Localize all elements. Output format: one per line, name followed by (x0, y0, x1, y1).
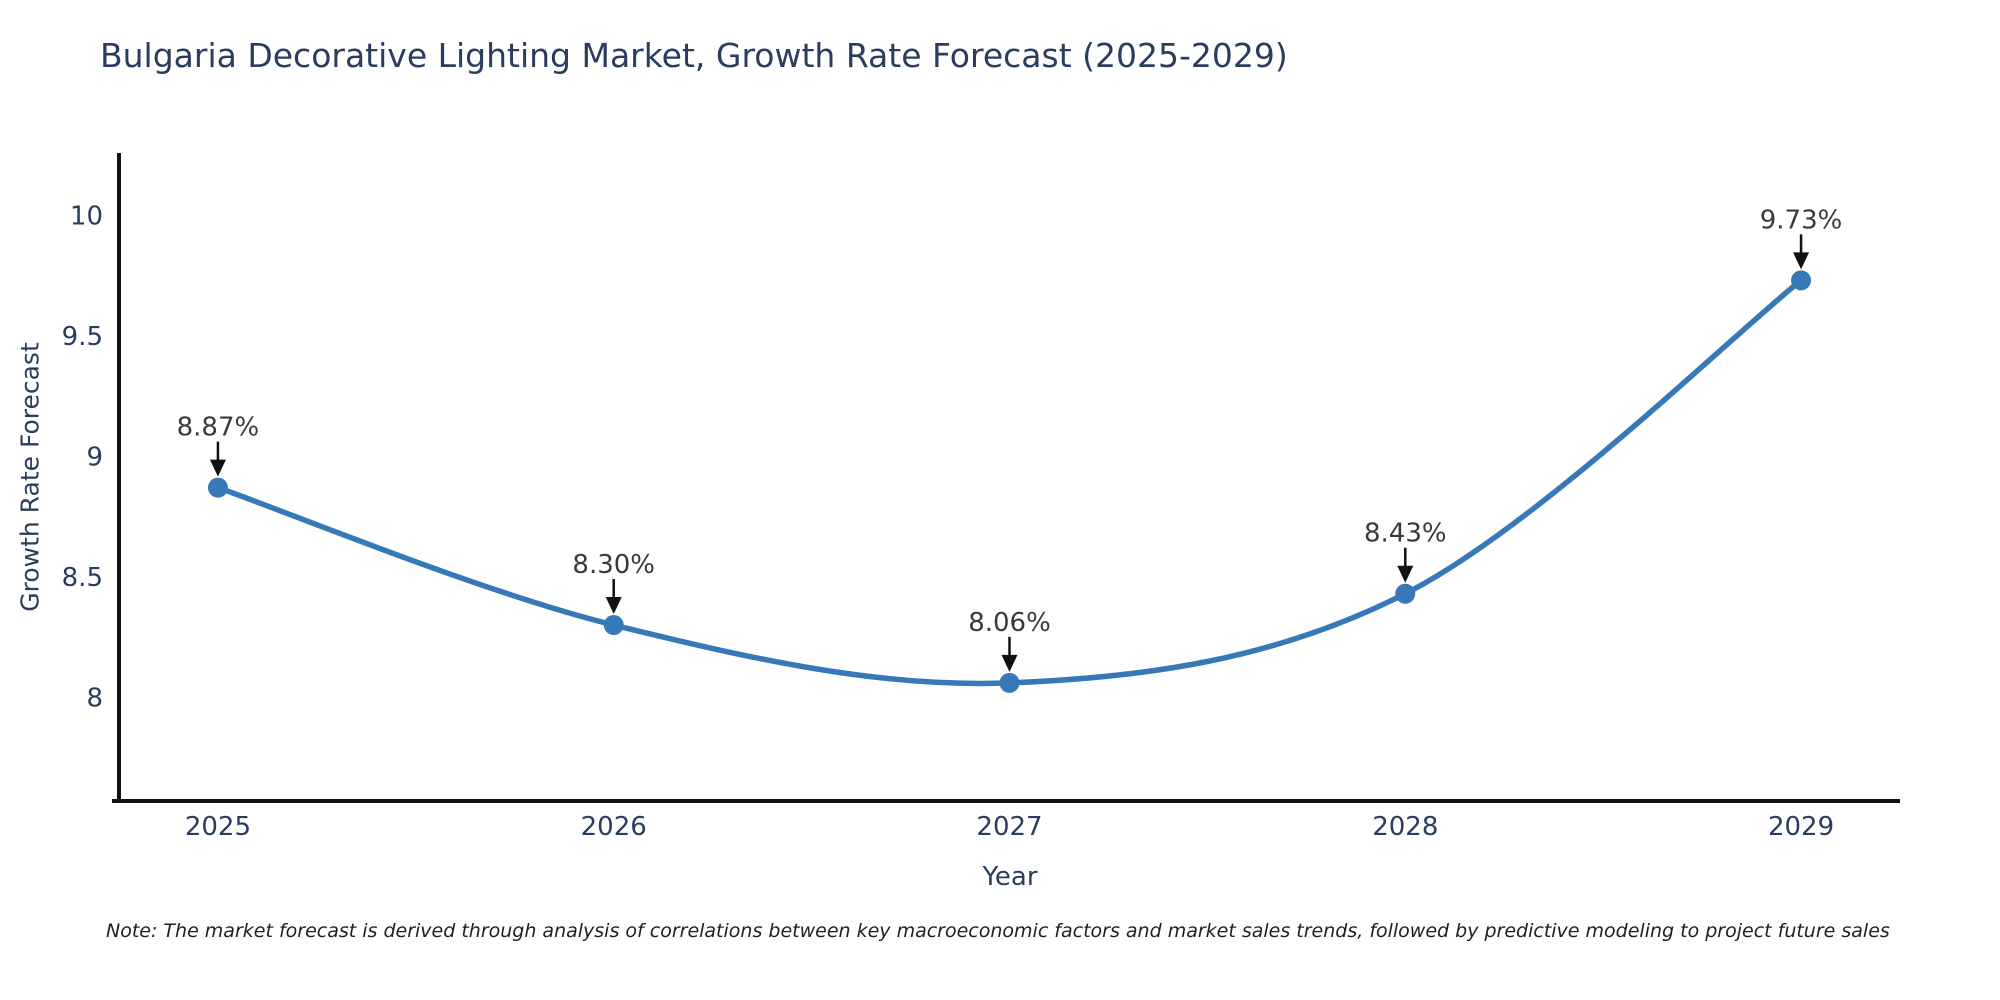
y-axis-title: Growth Rate Forecast (15, 342, 45, 612)
data-point (603, 615, 624, 636)
data-point (207, 477, 228, 498)
x-tick-label: 2028 (1372, 812, 1438, 842)
footnote: Note: The market forecast is derived thr… (106, 920, 1890, 942)
x-tick-label: 2027 (976, 812, 1042, 842)
annotation-label: 8.30% (572, 550, 655, 580)
x-tick-label: 2029 (1768, 812, 1834, 842)
annotation-label: 8.06% (968, 608, 1051, 638)
x-axis-title: Year (982, 862, 1038, 892)
y-tick-label: 9.5 (62, 322, 103, 352)
data-point (1395, 583, 1416, 604)
annotation-arrowhead (209, 459, 226, 477)
x-tick-label: 2026 (581, 812, 647, 842)
chart-title: Bulgaria Decorative Lighting Market, Gro… (100, 36, 1288, 75)
y-tick-label: 9 (86, 442, 103, 472)
annotation-arrowhead (1397, 565, 1414, 583)
annotation-arrowhead (605, 597, 622, 615)
annotation-label: 9.73% (1760, 205, 1843, 235)
y-tick-label: 8 (86, 683, 103, 713)
annotation-label: 8.43% (1364, 519, 1447, 549)
y-tick-label: 8.5 (62, 563, 103, 593)
annotation-arrowhead (1793, 252, 1810, 270)
data-point (1791, 270, 1812, 291)
annotation-label: 8.87% (177, 413, 260, 443)
y-tick-label: 10 (70, 201, 103, 231)
x-tick-label: 2025 (185, 812, 251, 842)
data-point (999, 672, 1020, 693)
annotation-arrowhead (1001, 654, 1018, 672)
